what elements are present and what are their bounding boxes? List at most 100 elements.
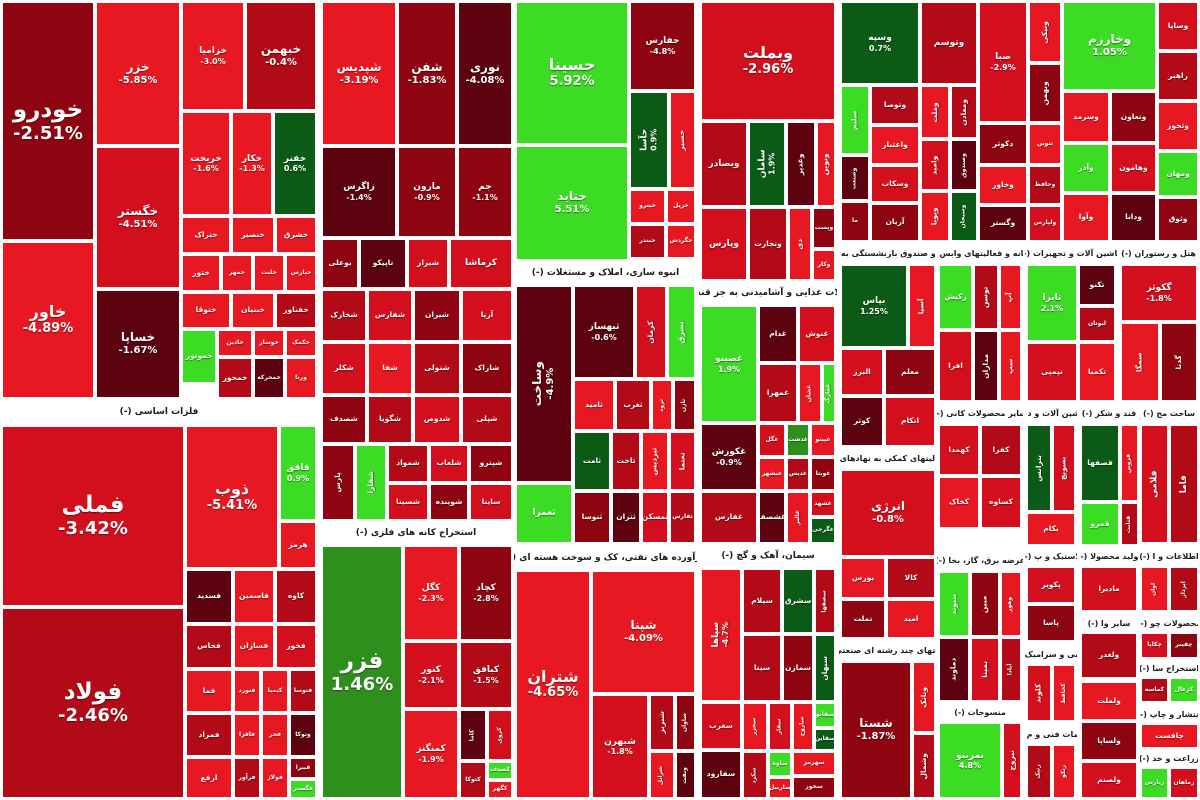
stock-tile[interactable]: غدشت [787, 424, 809, 456]
stock-tile[interactable]: البرز [841, 349, 883, 395]
stock-tile[interactable]: کاوه [276, 570, 316, 623]
stock-tile[interactable]: شکلر [322, 343, 366, 394]
stock-tile[interactable]: کصدف [488, 762, 512, 779]
stock-tile[interactable]: شبریز [650, 695, 674, 750]
stock-tile[interactable]: خوساز [254, 330, 284, 356]
stock-tile[interactable]: وسبحان [951, 192, 977, 241]
stock-tile[interactable]: شپدیس -3.19% [322, 2, 396, 145]
stock-tile[interactable]: گدنا [1161, 323, 1197, 401]
stock-tile[interactable]: وبهمن [1029, 64, 1061, 122]
stock-tile[interactable]: دکوثر [979, 124, 1027, 164]
stock-tile[interactable]: فملی -3.42% [2, 426, 184, 606]
stock-tile[interactable]: هرمز [280, 522, 316, 568]
stock-tile[interactable]: ودانا [1111, 194, 1156, 241]
stock-tile[interactable]: پکویر [1027, 567, 1075, 603]
stock-tile[interactable]: وتعاون [1111, 92, 1156, 142]
stock-tile[interactable]: وخاور [979, 166, 1027, 204]
stock-tile[interactable]: شسینا [388, 484, 428, 520]
stock-tile[interactable]: وغدیر [787, 122, 815, 206]
stock-tile[interactable]: شتران -4.65% [516, 571, 590, 798]
stock-tile[interactable]: قثابت [1121, 503, 1138, 545]
stock-tile[interactable]: غگرجی [811, 518, 835, 543]
stock-tile[interactable]: شخارک [322, 290, 366, 341]
stock-tile[interactable]: ولساپا [1081, 722, 1137, 760]
stock-tile[interactable]: نمرینو 4.8% [939, 723, 1001, 798]
stock-tile[interactable]: وآوا [1063, 194, 1109, 241]
stock-tile[interactable]: ساروج [793, 703, 813, 750]
stock-tile[interactable]: افرا [939, 331, 972, 401]
stock-tile[interactable]: سپاها -4.7% [701, 569, 741, 701]
stock-tile[interactable]: وتوصا [871, 86, 919, 124]
stock-tile[interactable]: فلامی [1141, 425, 1168, 543]
stock-tile[interactable]: حگردش [667, 225, 695, 258]
stock-tile[interactable]: کرمان [636, 286, 666, 378]
stock-tile[interactable]: غگل [759, 424, 785, 456]
stock-tile[interactable]: فما [186, 670, 232, 712]
stock-tile[interactable]: ذوب -5.41% [186, 426, 278, 568]
stock-tile[interactable]: وملت [921, 86, 949, 138]
stock-tile[interactable]: سهرمز [793, 752, 835, 775]
stock-tile[interactable]: نبروج [1003, 723, 1021, 798]
stock-tile[interactable]: وآذر [1063, 144, 1109, 192]
stock-tile[interactable]: حسیر [670, 92, 695, 188]
stock-tile[interactable]: نوری -4.08% [458, 2, 512, 145]
stock-tile[interactable]: شوینده [430, 484, 468, 520]
stock-tile[interactable]: وساپا [1158, 2, 1198, 50]
stock-tile[interactable]: ساینا [470, 484, 512, 520]
stock-tile[interactable]: غدیس [787, 458, 809, 490]
stock-tile[interactable]: خموتور [182, 330, 216, 383]
stock-tile[interactable]: ثشرق [668, 286, 695, 378]
stock-tile[interactable]: چکاپا [1141, 633, 1168, 658]
stock-tile[interactable]: کگل -2.3% [404, 546, 458, 640]
stock-tile[interactable]: کساوه [981, 477, 1021, 528]
stock-tile[interactable]: شاوان [676, 695, 695, 750]
stock-tile[interactable]: ختور [182, 255, 220, 291]
stock-tile[interactable]: غنوش [799, 306, 835, 362]
stock-tile[interactable]: ولغدر [1081, 633, 1137, 678]
stock-tile[interactable]: خریخت -1.6% [182, 112, 230, 215]
stock-tile[interactable]: خفنر 0.6% [274, 112, 316, 215]
stock-tile[interactable]: شفارس [368, 290, 412, 341]
stock-tile[interactable]: کچاد -2.8% [460, 546, 512, 640]
stock-tile[interactable]: فافزا [234, 714, 260, 756]
stock-tile[interactable]: کزغال [1170, 678, 1198, 702]
stock-tile[interactable]: بورس [841, 558, 885, 598]
stock-tile[interactable]: وخارزم 1.05% [1063, 2, 1156, 90]
stock-tile[interactable]: سقاین [815, 729, 835, 750]
stock-tile[interactable]: آریا [462, 290, 512, 341]
stock-tile[interactable]: کبافق -1.5% [460, 642, 512, 708]
stock-tile[interactable]: وبانک [913, 662, 935, 732]
stock-tile[interactable]: ثتران [612, 492, 640, 543]
stock-tile[interactable]: فزر 1.46% [322, 546, 402, 798]
stock-tile[interactable]: شیراز [408, 239, 448, 288]
stock-tile[interactable]: ارفع [186, 758, 232, 798]
stock-tile[interactable]: تکمبا [1079, 343, 1115, 401]
stock-tile[interactable]: غشصفا [759, 492, 785, 543]
stock-tile[interactable]: تکنو [1079, 265, 1115, 305]
stock-tile[interactable]: غمارگ [823, 364, 835, 422]
stock-tile[interactable]: حبندر [630, 225, 665, 258]
stock-tile[interactable]: وسکاب [871, 166, 919, 202]
stock-tile[interactable]: حپترو [630, 190, 665, 223]
stock-tile[interactable]: ختراک [182, 217, 230, 253]
stock-tile[interactable]: وساخت -4.9% [516, 286, 572, 482]
stock-tile[interactable]: امید [887, 600, 935, 638]
stock-tile[interactable]: بترانس [1027, 425, 1051, 511]
stock-tile[interactable]: وتوسم [921, 2, 977, 84]
stock-tile[interactable]: ثغرب [616, 380, 650, 430]
stock-tile[interactable]: فنورد [234, 670, 260, 712]
stock-tile[interactable]: سمازن [783, 635, 813, 701]
stock-tile[interactable]: وثخوز [1158, 102, 1198, 150]
stock-tile[interactable]: خودرو -2.51% [2, 2, 94, 240]
stock-tile[interactable]: کماسه [1141, 678, 1168, 702]
stock-tile[interactable]: وکار [813, 250, 835, 280]
stock-tile[interactable]: مداران [974, 331, 998, 401]
stock-tile[interactable]: خمحور [218, 358, 252, 398]
stock-tile[interactable]: وبملت -2.96% [701, 2, 835, 120]
stock-tile[interactable]: ونفت [676, 752, 695, 798]
stock-tile[interactable]: خمحرکه [254, 358, 284, 398]
stock-tile[interactable]: سلیم [841, 86, 869, 154]
stock-tile[interactable]: چافست [1141, 724, 1198, 748]
stock-tile[interactable]: ساربیل [769, 778, 791, 798]
stock-tile[interactable]: کوثر [841, 397, 883, 446]
